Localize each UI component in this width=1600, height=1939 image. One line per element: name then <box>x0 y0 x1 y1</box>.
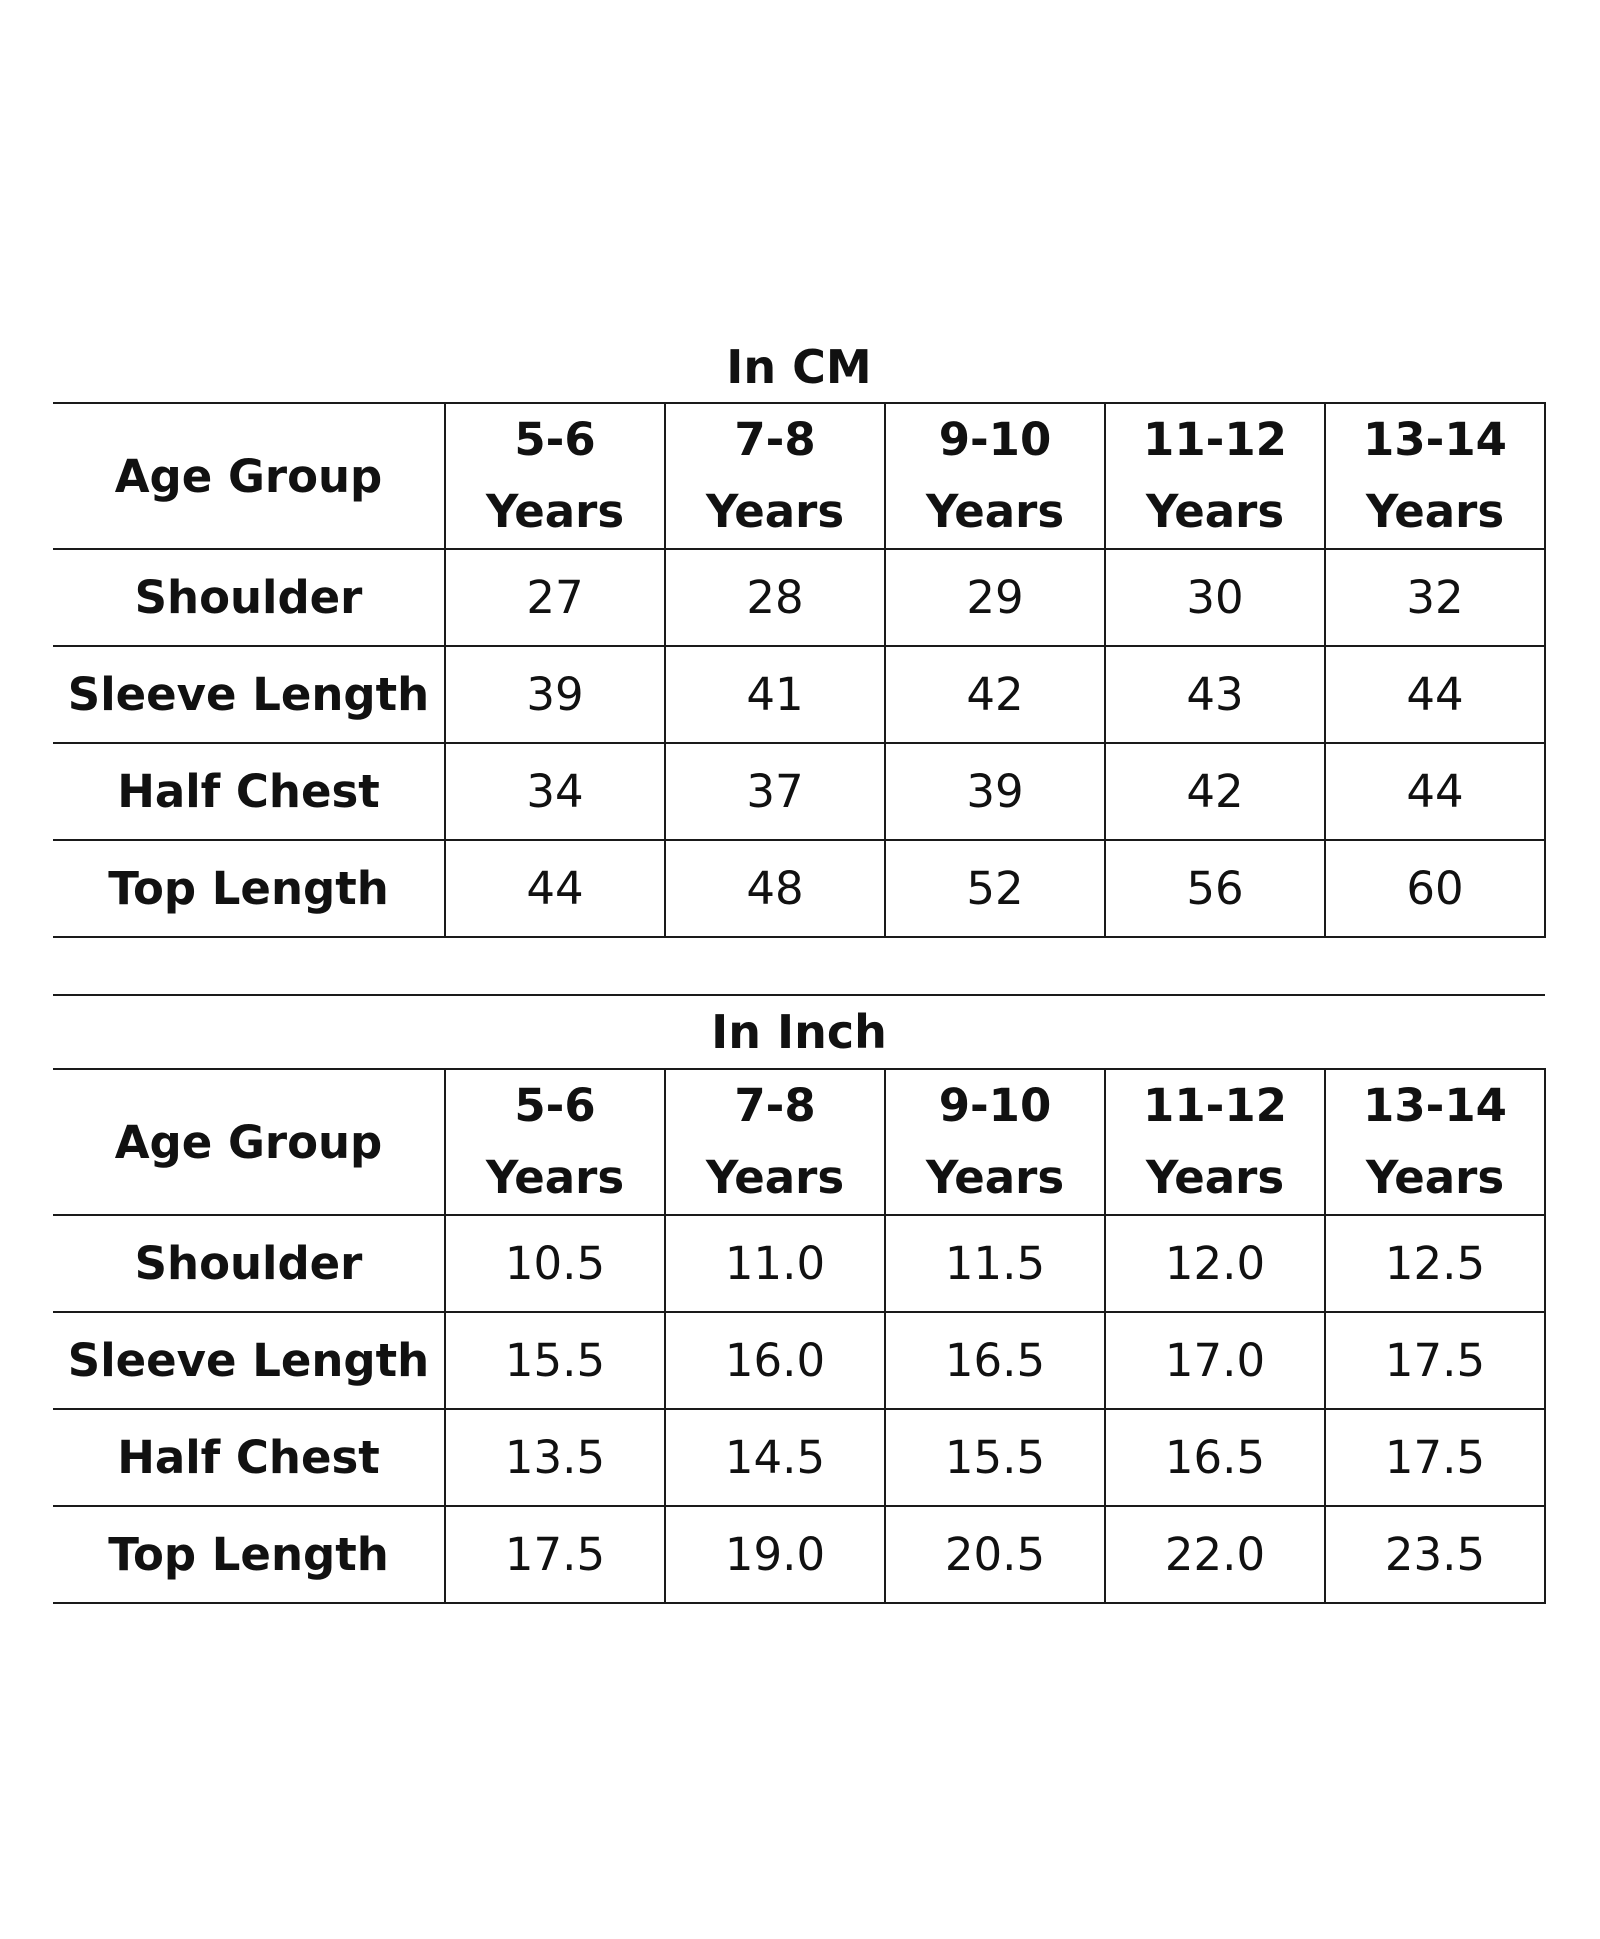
table-cell: 42 <box>1104 742 1326 841</box>
header-label: Age Group <box>53 1068 446 1216</box>
table-cell: 20.5 <box>884 1505 1106 1604</box>
table-cell: 56 <box>1104 839 1326 938</box>
table-row: Shoulder 10.5 11.0 11.5 12.0 12.5 <box>53 1214 1546 1313</box>
table-cell: 15.5 <box>444 1311 666 1410</box>
table-cell: 14.5 <box>664 1408 886 1507</box>
table-cell: 17.5 <box>444 1505 666 1604</box>
table-row: Sleeve Length 15.5 16.0 16.5 17.0 17.5 <box>53 1311 1546 1410</box>
table-cell: 52 <box>884 839 1106 938</box>
age-header: 9-10 Years <box>884 402 1106 550</box>
table-row: Top Length 44 48 52 56 60 <box>53 839 1546 938</box>
row-label: Sleeve Length <box>53 645 446 744</box>
table-cell: 17.5 <box>1324 1311 1546 1410</box>
age-header: 11-12 Years <box>1104 1068 1326 1216</box>
table-cell: 60 <box>1324 839 1546 938</box>
header-label: Age Group <box>53 402 446 550</box>
age-unit: Years <box>1365 485 1505 538</box>
table-title-cm: In CM <box>726 340 872 394</box>
table-cell: 17.5 <box>1324 1408 1546 1507</box>
table-row: Half Chest 34 37 39 42 44 <box>53 742 1546 841</box>
row-label: Half Chest <box>53 1408 446 1507</box>
table-cell: 15.5 <box>884 1408 1106 1507</box>
age-header: 7-8 Years <box>664 1068 886 1216</box>
age-unit: Years <box>485 485 625 538</box>
age-header: 13-14 Years <box>1324 402 1546 550</box>
row-label: Top Length <box>53 1505 446 1604</box>
row-label: Sleeve Length <box>53 1311 446 1410</box>
row-label: Half Chest <box>53 742 446 841</box>
size-table-cm: Age Group 5-6 Years 7-8 Years 9-10 Years… <box>53 402 1546 938</box>
age-range: 7-8 <box>734 1079 816 1132</box>
table-cell: 16.0 <box>664 1311 886 1410</box>
table-title-inch: In Inch <box>711 1005 887 1059</box>
age-header: 13-14 Years <box>1324 1068 1546 1216</box>
table-cell: 37 <box>664 742 886 841</box>
table-cell: 44 <box>1324 742 1546 841</box>
table-cell: 44 <box>444 839 666 938</box>
age-range: 11-12 <box>1143 413 1287 466</box>
table-row: Shoulder 27 28 29 30 32 <box>53 548 1546 647</box>
table-row: Top Length 17.5 19.0 20.5 22.0 23.5 <box>53 1505 1546 1604</box>
table-cell: 19.0 <box>664 1505 886 1604</box>
age-header: 7-8 Years <box>664 402 886 550</box>
age-range: 9-10 <box>938 413 1052 466</box>
table-cell: 12.0 <box>1104 1214 1326 1313</box>
table-cell: 39 <box>884 742 1106 841</box>
table-cell: 44 <box>1324 645 1546 744</box>
age-range: 5-6 <box>514 1079 596 1132</box>
table-cell: 22.0 <box>1104 1505 1326 1604</box>
table-cell: 27 <box>444 548 666 647</box>
row-label: Shoulder <box>53 1214 446 1313</box>
age-header: 5-6 Years <box>444 1068 666 1216</box>
table-cell: 39 <box>444 645 666 744</box>
table-cell: 23.5 <box>1324 1505 1546 1604</box>
table-cell: 13.5 <box>444 1408 666 1507</box>
header-row: Age Group 5-6 Years 7-8 Years 9-10 Years… <box>53 402 1546 550</box>
table-row: Sleeve Length 39 41 42 43 44 <box>53 645 1546 744</box>
age-header: 5-6 Years <box>444 402 666 550</box>
table-cell: 32 <box>1324 548 1546 647</box>
row-label: Top Length <box>53 839 446 938</box>
age-unit: Years <box>925 485 1065 538</box>
age-unit: Years <box>485 1151 625 1204</box>
table-cell: 34 <box>444 742 666 841</box>
age-range: 7-8 <box>734 413 816 466</box>
age-range: 11-12 <box>1143 1079 1287 1132</box>
table-cell: 11.5 <box>884 1214 1106 1313</box>
age-header: 9-10 Years <box>884 1068 1106 1216</box>
row-label: Shoulder <box>53 548 446 647</box>
separator-line <box>53 994 1545 996</box>
table-cell: 12.5 <box>1324 1214 1546 1313</box>
age-range: 13-14 <box>1363 1079 1507 1132</box>
age-unit: Years <box>705 1151 845 1204</box>
table-row: Half Chest 13.5 14.5 15.5 16.5 17.5 <box>53 1408 1546 1507</box>
table-cell: 17.0 <box>1104 1311 1326 1410</box>
table-cell: 16.5 <box>1104 1408 1326 1507</box>
table-cell: 41 <box>664 645 886 744</box>
age-unit: Years <box>1145 485 1285 538</box>
age-unit: Years <box>705 485 845 538</box>
age-unit: Years <box>1145 1151 1285 1204</box>
table-cell: 28 <box>664 548 886 647</box>
age-header: 11-12 Years <box>1104 402 1326 550</box>
table-cell: 43 <box>1104 645 1326 744</box>
size-table-inch: Age Group 5-6 Years 7-8 Years 9-10 Years… <box>53 1068 1546 1604</box>
table-cell: 10.5 <box>444 1214 666 1313</box>
table-cell: 30 <box>1104 548 1326 647</box>
age-unit: Years <box>925 1151 1065 1204</box>
header-row: Age Group 5-6 Years 7-8 Years 9-10 Years… <box>53 1068 1546 1216</box>
age-range: 9-10 <box>938 1079 1052 1132</box>
age-unit: Years <box>1365 1151 1505 1204</box>
age-range: 5-6 <box>514 413 596 466</box>
table-cell: 11.0 <box>664 1214 886 1313</box>
age-range: 13-14 <box>1363 413 1507 466</box>
table-cell: 29 <box>884 548 1106 647</box>
table-cell: 48 <box>664 839 886 938</box>
table-cell: 42 <box>884 645 1106 744</box>
table-cell: 16.5 <box>884 1311 1106 1410</box>
